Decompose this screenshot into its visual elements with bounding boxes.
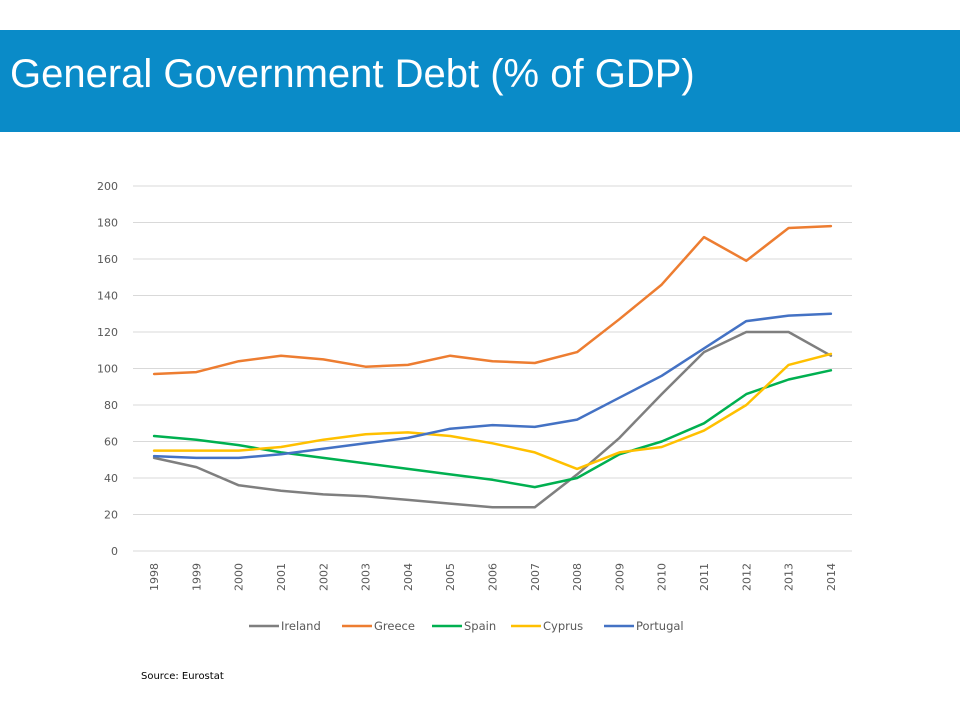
legend-label: Cyprus bbox=[543, 619, 583, 633]
source-note: Source: Eurostat bbox=[141, 671, 224, 682]
series-lines bbox=[152, 224, 833, 509]
x-tick-label: 2005 bbox=[444, 563, 457, 591]
x-tick-label: 2007 bbox=[529, 563, 542, 591]
y-tick-label: 80 bbox=[104, 399, 118, 412]
y-tick-label: 160 bbox=[97, 253, 118, 266]
y-tick-label: 0 bbox=[111, 545, 118, 558]
x-tick-label: 2013 bbox=[783, 563, 796, 591]
x-tick-label: 2003 bbox=[360, 563, 373, 591]
y-tick-label: 120 bbox=[97, 326, 118, 339]
x-tick-label: 2004 bbox=[402, 563, 415, 591]
series-line-greece bbox=[152, 224, 833, 376]
slide-title: General Government Debt (% of GDP) bbox=[10, 52, 695, 96]
y-tick-label: 40 bbox=[104, 472, 118, 485]
x-tick-label: 2012 bbox=[740, 563, 753, 591]
series-line-portugal bbox=[152, 312, 833, 460]
y-tick-label: 20 bbox=[104, 509, 118, 522]
x-tick-label: 2002 bbox=[317, 563, 330, 591]
legend: Ireland Greece Spain Cyprus Portugal bbox=[249, 619, 684, 633]
x-tick-label: 1999 bbox=[190, 563, 203, 591]
x-tick-label: 2009 bbox=[613, 563, 626, 591]
series-line-spain bbox=[152, 369, 833, 489]
x-tick-label: 2011 bbox=[698, 563, 711, 591]
title-bar: General Government Debt (% of GDP) bbox=[0, 30, 960, 132]
x-tick-label: 2000 bbox=[233, 563, 246, 591]
y-tick-label: 200 bbox=[97, 180, 118, 193]
x-tick-label: 2010 bbox=[656, 563, 669, 591]
y-tick-label: 180 bbox=[97, 217, 118, 230]
x-axis-ticks: 1998 1999 2000 2001 2002 2003 2004 2005 2006 2007… bbox=[148, 563, 838, 591]
x-tick-label: 2006 bbox=[487, 563, 500, 591]
legend-label: Ireland bbox=[281, 619, 321, 633]
legend-label: Greece bbox=[374, 619, 415, 633]
legend-label: Spain bbox=[464, 619, 496, 633]
x-tick-label: 2008 bbox=[571, 563, 584, 591]
gridlines bbox=[133, 185, 852, 552]
y-tick-label: 100 bbox=[97, 363, 118, 376]
legend-label: Portugal bbox=[636, 619, 684, 633]
series-line-cyprus bbox=[152, 352, 833, 471]
x-tick-label: 2014 bbox=[825, 563, 838, 591]
x-tick-label: 1998 bbox=[148, 563, 161, 591]
x-tick-label: 2001 bbox=[275, 563, 288, 591]
y-tick-label: 140 bbox=[97, 290, 118, 303]
y-tick-label: 60 bbox=[104, 436, 118, 449]
y-axis-ticks: 0 20 40 60 80 100 120 140 160 180 200 bbox=[97, 180, 118, 558]
series-line-ireland bbox=[152, 330, 833, 509]
